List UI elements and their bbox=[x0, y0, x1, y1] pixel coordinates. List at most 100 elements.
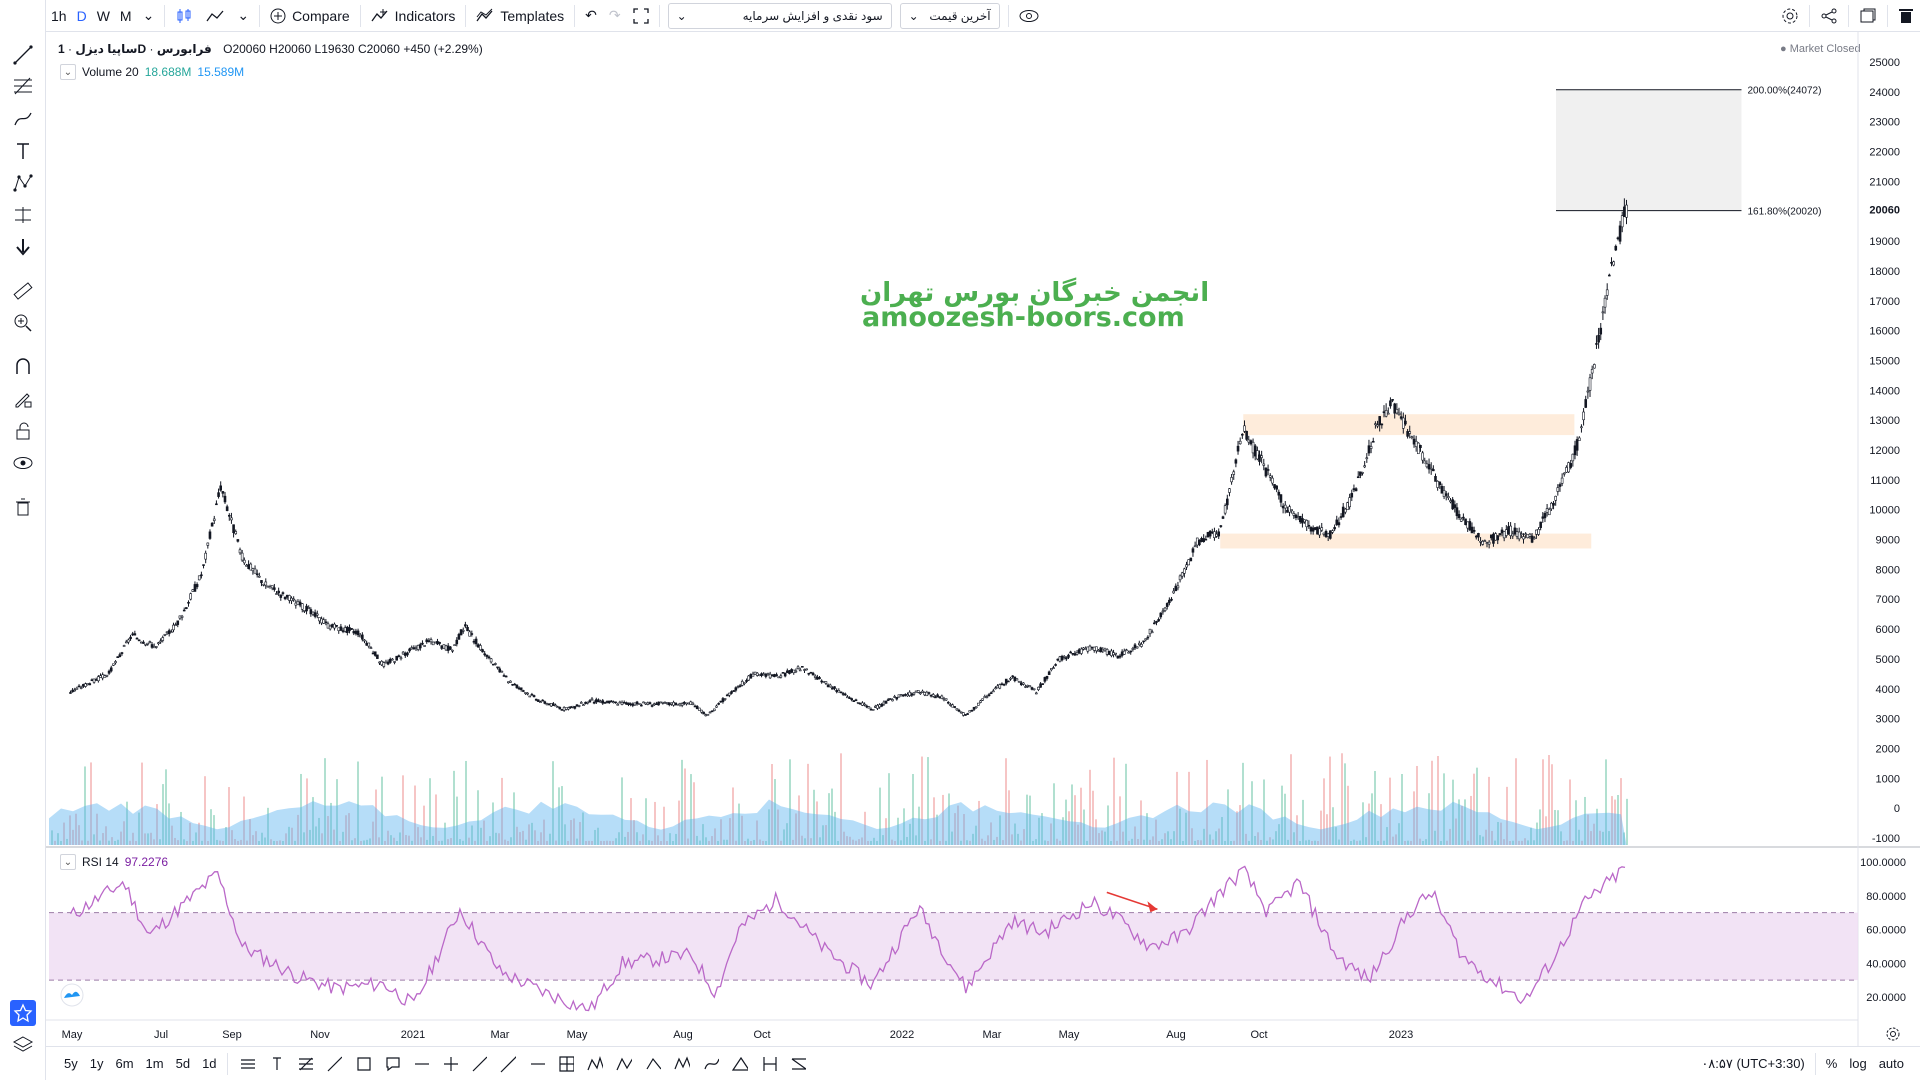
interval-dropdown-icon[interactable]: ⌄ bbox=[142, 7, 155, 23]
gann-box-icon[interactable] bbox=[551, 1050, 580, 1078]
extended-line-icon[interactable] bbox=[493, 1050, 522, 1078]
compare-button[interactable]: Compare bbox=[264, 2, 356, 30]
symbol-name[interactable]: ساپیا دیزل bbox=[75, 42, 138, 56]
range-5y[interactable]: 5y bbox=[64, 1056, 78, 1071]
date-range-icon[interactable] bbox=[754, 1050, 783, 1078]
candle-body bbox=[794, 670, 798, 673]
candle-body bbox=[1080, 648, 1083, 654]
candles-icon[interactable] bbox=[169, 2, 199, 30]
chart-type-dropdown-icon[interactable]: ⌄ bbox=[237, 7, 250, 23]
price-type-dropdown[interactable]: ⌄ آخرین قیمت bbox=[899, 2, 1000, 29]
ruler-icon[interactable] bbox=[10, 278, 36, 304]
candle-body bbox=[393, 661, 396, 663]
abc-pattern-icon[interactable] bbox=[638, 1050, 667, 1078]
trash-icon[interactable] bbox=[10, 494, 36, 520]
candle-body bbox=[670, 702, 673, 705]
volume-bar bbox=[1242, 762, 1244, 845]
candle-body bbox=[558, 707, 562, 710]
eye-icon[interactable] bbox=[1013, 2, 1045, 30]
brush-icon[interactable] bbox=[10, 106, 36, 132]
snapshot-icon[interactable] bbox=[1853, 2, 1883, 30]
volume-bar bbox=[186, 840, 188, 845]
interval-1h[interactable]: 1h bbox=[51, 7, 67, 24]
elliott-wave-icon[interactable] bbox=[667, 1050, 696, 1078]
volume-bar bbox=[1404, 840, 1406, 845]
indicators-button[interactable]: Indicators bbox=[365, 2, 462, 30]
dividends-dropdown[interactable]: ⌄ سود نقدی و افزایش سرمایه bbox=[667, 2, 892, 29]
parallel-channel-icon[interactable] bbox=[783, 1050, 812, 1078]
line-chart-icon[interactable] bbox=[199, 2, 231, 30]
range-6m[interactable]: 6m bbox=[115, 1056, 134, 1071]
share-icon[interactable] bbox=[1814, 2, 1844, 30]
ray-icon[interactable] bbox=[464, 1050, 493, 1078]
stay-drawing-icon[interactable] bbox=[10, 386, 36, 412]
candle-body bbox=[1599, 327, 1603, 335]
volume-bar bbox=[1320, 810, 1322, 845]
favorites-star-icon[interactable] bbox=[10, 1000, 36, 1026]
candle-body bbox=[571, 705, 574, 708]
cross-icon[interactable] bbox=[435, 1050, 464, 1078]
volume-bar bbox=[864, 811, 866, 845]
collapse-chevron-icon[interactable]: ⌄ bbox=[60, 64, 76, 80]
range-1d[interactable]: 1d bbox=[202, 1056, 217, 1071]
horizontal-line-icon[interactable] bbox=[522, 1050, 551, 1078]
text-tool-icon[interactable] bbox=[10, 138, 36, 164]
layers-icon[interactable] bbox=[10, 1032, 36, 1058]
volume-bar bbox=[477, 790, 479, 845]
candle-body bbox=[82, 684, 85, 687]
volume-bar bbox=[738, 803, 740, 845]
clock[interactable]: ۰۸:۵۷ (UTC+3:30) bbox=[1701, 1055, 1805, 1071]
volume-bar bbox=[387, 830, 389, 845]
volume-bar bbox=[348, 813, 350, 845]
xabcd-pattern-icon[interactable] bbox=[580, 1050, 609, 1078]
text-icon[interactable] bbox=[261, 1050, 290, 1078]
prediction-icon[interactable] bbox=[10, 202, 36, 228]
volume-bar bbox=[1092, 790, 1094, 845]
collapse-chevron-icon[interactable]: ⌄ bbox=[60, 854, 76, 870]
rsi-name[interactable]: RSI 14 bbox=[82, 855, 119, 869]
range-1m[interactable]: 1m bbox=[145, 1056, 164, 1071]
horizontal-ray-icon[interactable] bbox=[406, 1050, 435, 1078]
magnet-icon[interactable] bbox=[10, 354, 36, 380]
price-tick: -1000 bbox=[1872, 833, 1900, 845]
zoom-icon[interactable] bbox=[10, 310, 36, 336]
trend-icon[interactable] bbox=[319, 1050, 348, 1078]
callout-icon[interactable] bbox=[377, 1050, 406, 1078]
trash-top-icon[interactable] bbox=[1892, 2, 1920, 30]
candle-body bbox=[1172, 590, 1175, 594]
scale-option-auto[interactable]: auto bbox=[1878, 1056, 1904, 1071]
fullscreen-icon[interactable] bbox=[627, 2, 655, 30]
settings-gear-icon[interactable] bbox=[1775, 2, 1805, 30]
hide-drawings-eye-icon[interactable] bbox=[10, 450, 36, 476]
volume-bar bbox=[570, 820, 572, 845]
volume-name[interactable]: Volume 20 bbox=[82, 65, 139, 79]
range-5d[interactable]: 5d bbox=[175, 1056, 191, 1071]
arrow-down-icon[interactable] bbox=[10, 234, 36, 260]
candle-body bbox=[929, 694, 933, 697]
scale-option-percent[interactable]: % bbox=[1825, 1056, 1838, 1071]
fib-icon[interactable] bbox=[290, 1050, 319, 1078]
scale-option-log[interactable]: log bbox=[1849, 1056, 1867, 1071]
redo-icon[interactable]: ↷ bbox=[608, 7, 621, 23]
volume-bar bbox=[1398, 823, 1400, 845]
candle-body bbox=[1326, 533, 1330, 537]
trend-line-icon[interactable] bbox=[10, 42, 36, 68]
interval-m[interactable]: M bbox=[119, 7, 132, 24]
fib-retracement-icon[interactable] bbox=[10, 73, 36, 99]
volume-bar bbox=[924, 840, 926, 845]
candle-body bbox=[1112, 652, 1115, 656]
interval-w[interactable]: W bbox=[96, 7, 110, 24]
candle-body bbox=[755, 672, 759, 676]
lock-icon[interactable] bbox=[10, 418, 36, 444]
templates-button[interactable]: Templates bbox=[470, 2, 570, 30]
rectangle-icon[interactable] bbox=[348, 1050, 377, 1078]
horizontal-lines-icon[interactable] bbox=[232, 1050, 261, 1078]
range-1y[interactable]: 1y bbox=[89, 1056, 104, 1071]
pattern-icon[interactable] bbox=[10, 170, 36, 196]
interval-d[interactable]: D bbox=[76, 7, 87, 24]
curve-icon[interactable] bbox=[696, 1050, 725, 1078]
abcd-pattern-icon[interactable] bbox=[609, 1050, 638, 1078]
triangle-pattern-icon[interactable] bbox=[725, 1050, 754, 1078]
undo-icon[interactable]: ↶ bbox=[585, 7, 597, 23]
